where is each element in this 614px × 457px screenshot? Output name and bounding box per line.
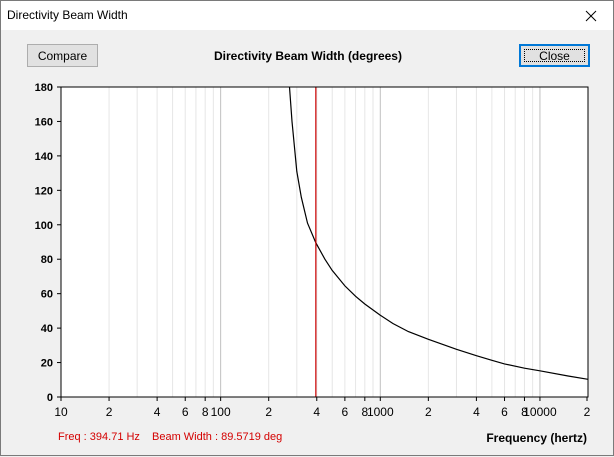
x-tick-label: 6 (501, 405, 508, 419)
x-tick-label: 8 (521, 405, 528, 419)
y-tick-label: 120 (35, 185, 53, 197)
x-tick-label: 2 (106, 405, 113, 419)
x-tick-label: 10 (54, 405, 68, 419)
y-tick-label: 180 (35, 82, 53, 94)
y-tick-label: 140 (35, 151, 53, 163)
close-button[interactable]: Close (519, 44, 590, 67)
y-tick-label: 80 (41, 254, 53, 266)
compare-button[interactable]: Compare (27, 44, 98, 67)
close-icon (585, 10, 596, 21)
compare-button-label: Compare (37, 48, 88, 63)
plot-area (61, 87, 588, 397)
x-tick-label: 2 (425, 405, 432, 419)
x-axis-label: Frequency (hertz) (486, 431, 587, 445)
focus-rectangle (524, 49, 585, 62)
x-tick-label: 4 (154, 405, 161, 419)
title-bar: Directivity Beam Width (1, 1, 613, 30)
beam-width-curve (288, 86, 589, 380)
x-tick-label: 8 (361, 405, 368, 419)
close-button-label: Close (539, 48, 570, 63)
frequency-readout: Freq : 394.71 Hz (58, 431, 140, 443)
x-tick-label: 6 (182, 405, 189, 419)
chart-title: Directivity Beam Width (degrees) (214, 49, 402, 63)
close-window-button[interactable] (568, 1, 613, 30)
y-tick-label: 40 (41, 323, 53, 335)
y-tick-label: 60 (41, 289, 53, 301)
beam-width-readout: Beam Width : 89.5719 deg (152, 431, 283, 443)
plot-frame (60, 86, 589, 398)
x-tick-label: 6 (342, 405, 349, 419)
x-tick-label: 2 (584, 405, 591, 419)
x-tick-label: 2 (265, 405, 272, 419)
x-tick-label: 10000 (523, 405, 557, 419)
y-tick-label: 100 (35, 220, 53, 232)
x-tick-label: 4 (473, 405, 480, 419)
y-tick-label: 0 (47, 392, 53, 404)
x-tick-label: 100 (211, 405, 231, 419)
y-tick-label: 20 (41, 358, 53, 370)
y-tick-label: 160 (35, 116, 53, 128)
x-tick-label: 1000 (367, 405, 394, 419)
x-tick-label: 4 (313, 405, 320, 419)
x-tick-label: 8 (202, 405, 209, 419)
window-title: Directivity Beam Width (7, 8, 128, 22)
